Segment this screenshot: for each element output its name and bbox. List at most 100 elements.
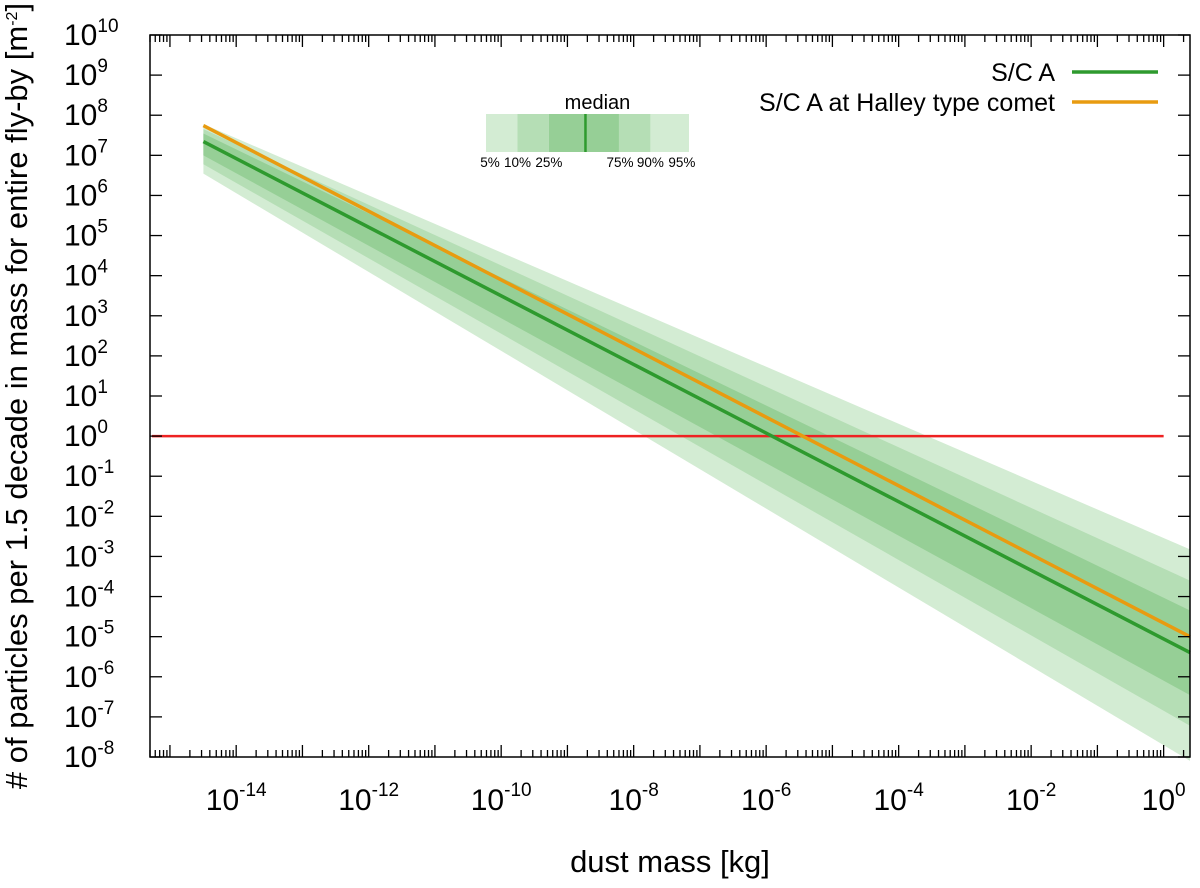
y-tick-label: 10-3 <box>64 537 114 573</box>
x-tick-label: 10-14 <box>206 780 267 817</box>
axis-ticks <box>149 34 1190 758</box>
y-tick-label-exponent: 10 <box>97 16 118 37</box>
x-tick-label-base: 10 <box>1006 784 1039 817</box>
y-tick-label-base: 10 <box>64 540 97 573</box>
y-tick-label-exponent: -4 <box>97 578 114 599</box>
legend-label-halley: S/C A at Halley type comet <box>759 89 1055 117</box>
series-line-halley <box>202 124 1191 639</box>
y-tick-label-base: 10 <box>64 99 97 132</box>
band-key-swatch <box>618 114 651 152</box>
y-tick-label-exponent: -7 <box>97 698 114 719</box>
y-tick-label: 108 <box>64 96 108 132</box>
band-key-label: 75% <box>606 155 633 170</box>
y-tick-label: 10-7 <box>64 698 114 734</box>
y-tick-label-base: 10 <box>64 500 97 533</box>
percentile-bands <box>203 124 1191 761</box>
x-tick-label-base: 10 <box>338 784 371 817</box>
x-tick-label-exponent: -12 <box>372 780 399 801</box>
x-tick-label: 10-4 <box>874 780 925 817</box>
y-tick-label: 104 <box>64 257 108 293</box>
band-key-label: 5% <box>480 155 500 170</box>
y-tick-label-base: 10 <box>64 220 97 253</box>
y-tick-label: 101 <box>64 377 108 413</box>
y-tick-label-exponent: 2 <box>97 337 108 358</box>
y-tick-label-exponent: 8 <box>97 96 108 117</box>
y-tick-label-base: 10 <box>64 340 97 373</box>
band-25-75 <box>203 133 1191 696</box>
y-tick-label-exponent: 7 <box>97 136 108 157</box>
y-tick-label-base: 10 <box>64 139 97 172</box>
y-tick-label-exponent: -2 <box>97 497 114 518</box>
y-tick-label: 105 <box>64 217 108 253</box>
x-tick-label-exponent: 0 <box>1175 780 1186 801</box>
y-tick-label-exponent: -5 <box>97 618 114 639</box>
y-tick-label-exponent: 1 <box>97 377 108 398</box>
x-tick-label: 10-10 <box>471 780 532 817</box>
y-tick-label-exponent: 6 <box>97 176 108 197</box>
y-axis-title-unit-exponent: -2 <box>4 11 21 25</box>
band-key-median-label: median <box>565 92 631 114</box>
x-tick-label-exponent: -6 <box>774 780 791 801</box>
y-tick-label-base: 10 <box>64 701 97 734</box>
y-tick-label: 109 <box>64 56 108 92</box>
x-tick-label: 10-6 <box>741 780 791 817</box>
y-tick-label-base: 10 <box>64 581 97 614</box>
band-key-swatch <box>548 114 619 152</box>
x-tick-label-exponent: -4 <box>907 780 924 801</box>
percentile-band-key: median 5% 10% 25% 75% 90% 95% <box>480 92 695 170</box>
y-tick-label-exponent: -8 <box>97 738 114 759</box>
x-tick-label-exponent: -8 <box>642 780 659 801</box>
x-tick-label-base: 10 <box>741 784 774 817</box>
x-tick-label: 10-8 <box>609 780 659 817</box>
y-tick-label-base: 10 <box>64 661 97 694</box>
x-tick-label: 10-2 <box>1006 780 1056 817</box>
y-tick-label-base: 10 <box>64 260 97 293</box>
y-axis-title-close: ] <box>0 3 34 12</box>
y-tick-label-base: 10 <box>64 19 97 52</box>
y-tick-label: 10-1 <box>64 457 114 493</box>
band-key-label: 90% <box>637 155 664 170</box>
y-axis-title-text: # of particles per 1.5 decade in mass fo… <box>0 26 34 789</box>
y-tick-label-exponent: 4 <box>97 257 108 278</box>
x-tick-label-exponent: -2 <box>1039 780 1056 801</box>
series-line-sca <box>202 140 1191 655</box>
x-tick-label-base: 10 <box>1142 784 1175 817</box>
y-tick-label-exponent: 0 <box>97 417 108 438</box>
band-key-labels: 5% 10% 25% 75% 90% 95% <box>480 155 695 170</box>
x-tick-label-exponent: -14 <box>239 780 267 801</box>
y-tick-label-base: 10 <box>64 621 97 654</box>
series-lines <box>152 124 1191 655</box>
y-tick-label: 10-5 <box>64 618 114 654</box>
x-axis-title: dust mass [kg] <box>570 844 770 879</box>
y-tick-label-base: 10 <box>64 59 97 92</box>
y-tick-label-base: 10 <box>64 460 97 493</box>
y-tick-label-exponent: -3 <box>97 537 114 558</box>
y-tick-label-base: 10 <box>64 380 97 413</box>
y-tick-label: 1010 <box>64 16 119 52</box>
band-key-swatch <box>650 114 689 152</box>
band-key-swatch <box>517 114 549 152</box>
y-tick-label: 100 <box>64 417 108 453</box>
y-tick-labels: 101010910810710610510410310210110010-110… <box>64 16 119 774</box>
band-key-label: 95% <box>668 155 695 170</box>
y-tick-label: 102 <box>64 337 108 373</box>
y-tick-label: 10-2 <box>64 497 114 533</box>
y-tick-label: 103 <box>64 297 108 333</box>
y-tick-label-exponent: -1 <box>97 457 114 478</box>
y-tick-label: 10-6 <box>64 658 114 694</box>
x-tick-label-base: 10 <box>874 784 907 817</box>
band-key-swatches <box>486 114 689 152</box>
x-tick-label-base: 10 <box>206 784 239 817</box>
y-tick-label-base: 10 <box>64 179 97 212</box>
y-tick-label: 10-4 <box>64 578 115 614</box>
y-tick-label: 107 <box>64 136 108 172</box>
y-tick-label-exponent: -6 <box>97 658 114 679</box>
band-key-label: 25% <box>535 155 562 170</box>
x-tick-label-base: 10 <box>609 784 642 817</box>
y-tick-label-exponent: 9 <box>97 56 108 77</box>
band-key-swatch <box>486 114 518 152</box>
x-tick-label-exponent: -10 <box>504 780 531 801</box>
y-tick-label-exponent: 5 <box>97 217 108 238</box>
y-tick-label-base: 10 <box>64 741 97 774</box>
